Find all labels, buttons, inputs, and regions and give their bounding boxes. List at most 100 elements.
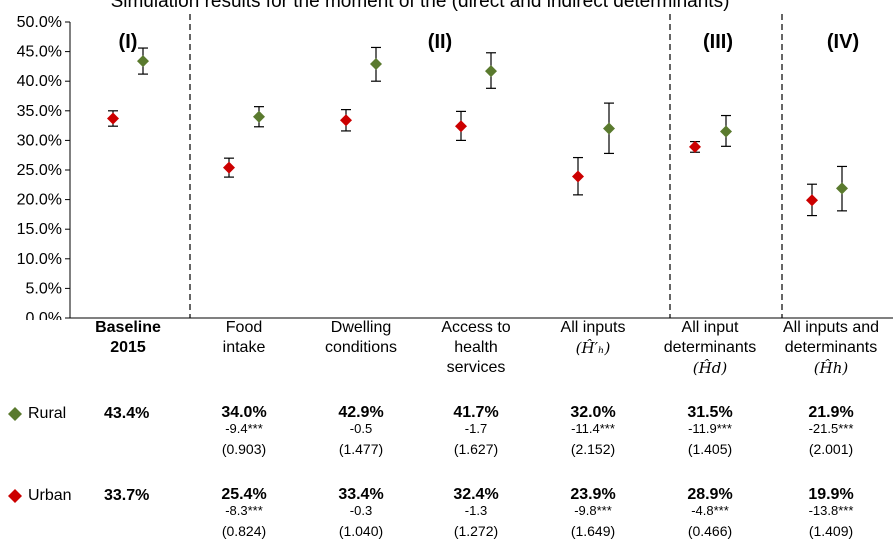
legend-marker	[8, 407, 22, 421]
rural-point	[137, 55, 149, 68]
category-label: Food intake	[184, 318, 304, 358]
category-label-line: determinants	[663, 339, 757, 356]
standard-error: (0.824)	[221, 523, 267, 539]
value-cell: 19.9% -13.8*** (1.409)	[786, 486, 876, 540]
rural-point	[253, 110, 265, 123]
category-label-line: (Ĥd)	[692, 359, 728, 377]
urban-point	[340, 114, 352, 127]
y-tick-label: 15.0%	[17, 221, 62, 238]
estimate-value: 23.9%	[570, 486, 616, 503]
urban-point	[455, 120, 467, 133]
difference-value: -1.7	[464, 421, 488, 436]
rural-point	[485, 65, 497, 78]
category-label-line: services	[446, 359, 506, 376]
rural-point	[836, 182, 848, 195]
estimate-value: 31.5%	[687, 404, 733, 421]
category-label-line: conditions	[324, 339, 398, 356]
legend-label: Rural	[28, 405, 67, 422]
category-label-line: health	[454, 339, 498, 356]
y-tick-label: 30.0%	[17, 132, 62, 149]
category-label: All input determinants (Ĥd)	[650, 318, 770, 378]
y-tick-label: 50.0%	[17, 14, 62, 31]
value-cell: 28.9% -4.8*** (0.466)	[665, 486, 755, 540]
estimate-value: 25.4%	[221, 486, 267, 503]
difference-value: -0.5	[349, 421, 373, 436]
value-cell: 41.7% -1.7 (1.627)	[431, 404, 521, 458]
estimate-value: 34.0%	[221, 404, 267, 421]
chart-title: Simulation results for the moment of the…	[111, 0, 730, 12]
category-label-line: Baseline	[95, 319, 161, 336]
value-cell: 21.9% -21.5*** (2.001)	[786, 404, 876, 458]
standard-error: (0.903)	[221, 441, 267, 457]
urban-legend: Urban	[8, 487, 72, 505]
section-label: (II)	[428, 31, 452, 53]
category-label-line: intake	[222, 339, 266, 356]
standard-error: (1.405)	[687, 441, 733, 457]
standard-error: (1.409)	[808, 523, 854, 539]
category-label-line: All inputs and	[782, 319, 880, 336]
value-cell: 25.4% -8.3*** (0.824)	[199, 486, 289, 540]
category-label-line: Access to	[441, 319, 511, 336]
difference-value: -4.8***	[691, 503, 729, 518]
difference-value: -11.9***	[688, 421, 732, 436]
difference-value: -21.5***	[808, 421, 854, 436]
legend-diamond	[8, 489, 22, 503]
value-cell: 32.4% -1.3 (1.272)	[431, 486, 521, 540]
estimate-value: 21.9%	[808, 404, 854, 421]
standard-error: (2.152)	[570, 441, 616, 457]
legend-label: Urban	[28, 487, 72, 504]
difference-value: -8.3***	[225, 503, 263, 518]
baseline-value: 33.7%	[104, 487, 150, 504]
difference-value: -9.8***	[574, 503, 612, 518]
category-label: Baseline 2015	[68, 318, 188, 358]
value-cell: 23.9% -9.8*** (1.649)	[548, 486, 638, 540]
category-label-line: Dwelling	[330, 319, 392, 336]
category-label-line: 2015	[110, 339, 146, 356]
y-tick-label: 45.0%	[17, 44, 62, 61]
category-label-line: determinants	[784, 339, 878, 356]
estimate-value: 28.9%	[687, 486, 733, 503]
category-label: Access to health services	[416, 318, 536, 378]
estimate-value: 41.7%	[453, 404, 499, 421]
category-label-line: (Ĥ′ₕ)	[575, 339, 611, 357]
chart-plot: Simulation results for the moment of the…	[17, 0, 893, 320]
legend-diamond	[8, 407, 22, 421]
section-label: (I)	[119, 31, 138, 53]
baseline-value: 43.4%	[104, 405, 150, 422]
standard-error: (1.040)	[338, 523, 384, 539]
y-tick-label: 35.0%	[17, 103, 62, 120]
category-label-line: All inputs	[560, 319, 626, 336]
standard-error: (1.272)	[453, 523, 499, 539]
value-cell: 31.5% -11.9*** (1.405)	[665, 404, 755, 458]
y-tick-label: 40.0%	[17, 73, 62, 90]
section-label: (III)	[703, 31, 733, 53]
estimate-value: 19.9%	[808, 486, 854, 503]
y-tick-label: 20.0%	[17, 192, 62, 209]
category-label-line: Food	[225, 319, 263, 336]
estimate-value: 32.0%	[570, 404, 616, 421]
difference-value: -0.3	[349, 503, 373, 518]
urban-point	[572, 170, 584, 183]
rural-point	[720, 125, 732, 138]
category-label: All inputs and determinants (Ĥh)	[771, 318, 891, 378]
estimate-value: 42.9%	[338, 404, 384, 421]
estimate-value: 32.4%	[453, 486, 499, 503]
rural-legend: Rural	[8, 405, 66, 423]
difference-value: -11.4***	[571, 421, 615, 436]
y-tick-label: 10.0%	[17, 251, 62, 268]
estimate-value: 33.4%	[338, 486, 384, 503]
rural-point	[603, 122, 615, 135]
value-cell: 42.9% -0.5 (1.477)	[316, 404, 406, 458]
legend-marker	[8, 489, 22, 503]
urban-point	[689, 140, 701, 153]
category-label-line: All input	[681, 319, 739, 336]
value-cell: 32.0% -11.4*** (2.152)	[548, 404, 638, 458]
standard-error: (1.649)	[570, 523, 616, 539]
difference-value: -13.8***	[808, 503, 854, 518]
standard-error: (2.001)	[808, 441, 854, 457]
difference-value: -1.3	[464, 503, 488, 518]
category-label: All inputs (Ĥ′ₕ)	[533, 318, 653, 358]
urban-point	[107, 112, 119, 125]
difference-value: -9.4***	[225, 421, 263, 436]
section-label: (IV)	[827, 31, 859, 53]
